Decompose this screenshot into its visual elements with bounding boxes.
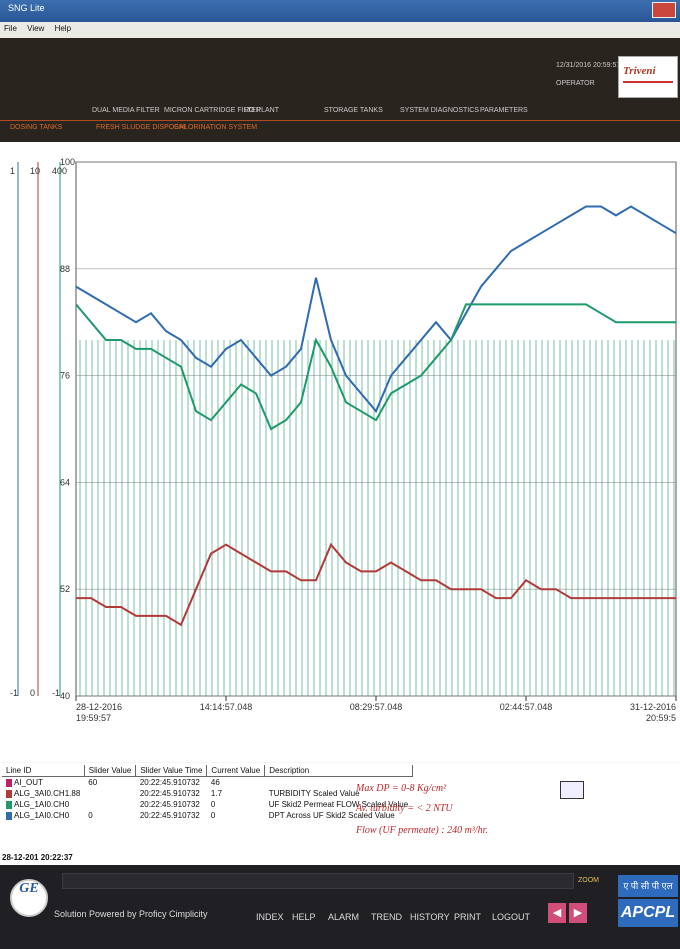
current-value: 0: [210, 811, 216, 820]
ge-logo: GE: [10, 879, 48, 917]
series-line: [75, 303, 676, 431]
table-row[interactable]: ALG_1AI0.CH0 20:22:45.910732 0 UF Skid2 …: [2, 799, 412, 810]
operator-label: OPERATOR: [556, 80, 595, 87]
y-tick-label: 88: [60, 264, 70, 274]
alarm-strip[interactable]: [62, 873, 574, 889]
tab-dual-media-filter[interactable]: DUAL MEDIA FILTER: [92, 107, 160, 114]
y-tick-label: 100: [60, 157, 75, 167]
description: UF Skid2 Permeat FLOW Scaled Value: [268, 800, 409, 809]
y-tick-label: 64: [60, 477, 70, 487]
tab-dosing-tanks[interactable]: DOSING TANKS: [10, 124, 63, 131]
apcpl-logo: APCPL: [618, 899, 678, 927]
trend-chart-panel[interactable]: 1 -1 10 0 400 -1 100 88 76 64 52 40 28-12-2016 19:59:…: [0, 142, 680, 762]
current-value: 1.7: [210, 789, 223, 798]
table-row[interactable]: ALG_1AI0.CH0 0 20:22:45.910732 0 DPT Acr…: [2, 810, 412, 821]
y-scale-top-label: 10: [30, 166, 40, 176]
slider-value: [84, 788, 136, 799]
tab-system-diagnostics[interactable]: SYSTEM DIAGNOSTICS: [400, 107, 479, 114]
x-tick-label: 08:29:57.048: [350, 702, 403, 712]
slider-time: 20:22:45.910732: [139, 778, 200, 787]
x-tick-label: 14:14:57.048: [200, 702, 253, 712]
series-line: [76, 542, 676, 627]
description: DPT Across UF Skid2 Scaled Value: [268, 811, 395, 820]
y-tick-label: 40: [60, 691, 70, 701]
window-title: SNG Lite: [8, 3, 45, 13]
slider-value: [84, 799, 136, 810]
nav-index-button[interactable]: INDEX: [256, 912, 284, 922]
table-row[interactable]: AI_OUT 60 20:22:45.910732 46: [2, 777, 412, 789]
x-tick-label: 02:44:57.048: [500, 702, 553, 712]
slider-time: 20:22:45.910732: [139, 811, 200, 820]
app-header: 12/31/2016 20:59:57 OPERATOR Triveni DUA…: [0, 38, 680, 142]
close-window-button[interactable]: [652, 2, 676, 18]
menu-view[interactable]: View: [27, 24, 45, 33]
col-line-id: Line ID: [2, 765, 85, 777]
nav-history-button[interactable]: HISTORY: [410, 912, 450, 922]
nav-print-button[interactable]: PRINT: [454, 912, 481, 922]
y-scale-bottom-label: -1: [52, 688, 60, 698]
trend-chart[interactable]: 1-1100400-1100887664524028-12-201619:59:…: [0, 142, 680, 762]
tab-chlorination-system[interactable]: CHLORINATION SYSTEM: [174, 124, 258, 131]
nav-trend-button[interactable]: TREND: [371, 912, 402, 922]
logo-text: Triveni: [623, 65, 656, 77]
col-description: Description: [264, 765, 413, 777]
solution-label: Solution Powered by Proficy Cimplicity: [54, 909, 208, 919]
prev-page-icon[interactable]: ◀: [548, 903, 566, 923]
slider-time: 20:22:45.910732: [139, 800, 200, 809]
line-id: ALG_3AI0.CH1.88: [14, 789, 81, 798]
line-id: AI_OUT: [14, 778, 43, 787]
slider-value: 60: [88, 778, 98, 787]
tab-micron-cartridge-filter[interactable]: MICRON CARTRIDGE FILTER: [164, 107, 261, 114]
company-logo: Triveni: [618, 56, 678, 98]
col-slider-time: Slider Value Time: [135, 765, 208, 777]
nav-help-button[interactable]: HELP: [292, 912, 316, 922]
y-scale-bottom-label: -1: [10, 688, 18, 698]
col-current-value: Current Value: [206, 765, 266, 777]
x-tick-label: 20:59:5: [646, 713, 676, 723]
menu-help[interactable]: Help: [54, 24, 72, 33]
x-tick-label: 28-12-2016: [76, 702, 122, 712]
y-scale-bottom-label: 0: [30, 688, 35, 698]
tab-fresh-sludge-disposal[interactable]: FRESH SLUDGE DISPOSAL: [96, 124, 188, 131]
legend-timestamp: 28-12-201 20:22:37: [2, 853, 73, 862]
x-tick-label: 19:59:57: [76, 713, 111, 723]
tab-ro-plant[interactable]: RO PLANT: [244, 107, 280, 114]
tab-parameters[interactable]: PARAMETERS: [480, 107, 528, 114]
legend-panel: Line ID Slider Value Slider Value Time C…: [0, 763, 680, 865]
handwritten-note-dp: Max DP = 0-8 Kg/cm²: [356, 783, 447, 794]
app-footer: ZOOM GE Solution Powered by Proficy Cimp…: [0, 865, 680, 949]
y-tick-label: 52: [60, 584, 70, 594]
series-line: [75, 205, 677, 414]
nav-alarm-button[interactable]: ALARM: [328, 912, 360, 922]
legend-table: Line ID Slider Value Slider Value Time C…: [2, 765, 413, 821]
zoom-button[interactable]: ZOOM: [578, 877, 599, 884]
col-slider-value: Slider Value: [84, 765, 137, 777]
line-id: ALG_1AI0.CH0: [14, 811, 70, 820]
chart-thumbnail-icon[interactable]: [560, 781, 584, 799]
description: TURBIDITY Scaled Value: [268, 789, 360, 798]
page-arrows: ◀ ▶: [548, 903, 590, 923]
handwritten-note-turbidity: Av. turbidity = < 2 NTU: [356, 803, 453, 814]
slider-value: 0: [88, 811, 93, 820]
line-id: ALG_1AI0.CH0: [14, 800, 70, 809]
current-value: 46: [210, 778, 220, 787]
handwritten-note-flow: Flow (UF permeate) : 240 m³/hr.: [356, 825, 488, 836]
datetime-display: 12/31/2016 20:59:57: [556, 62, 621, 69]
window-titlebar: SNG Lite: [0, 0, 680, 22]
apcpl-hindi-label: ए पी सी पी एल: [618, 875, 678, 897]
current-value: 0: [210, 800, 216, 809]
slider-time: 20:22:45.910732: [139, 789, 200, 798]
table-row[interactable]: ALG_3AI0.CH1.88 20:22:45.910732 1.7 TURB…: [2, 788, 412, 799]
next-page-icon[interactable]: ▶: [569, 903, 587, 923]
menu-bar: File View Help: [0, 22, 680, 38]
y-scale-top-label: 1: [10, 166, 15, 176]
y-scale-top-label: 400: [52, 166, 67, 176]
tab-storage-tanks[interactable]: STORAGE TANKS: [324, 107, 383, 114]
menu-file[interactable]: File: [4, 24, 17, 33]
y-tick-label: 76: [60, 371, 70, 381]
nav-logout-button[interactable]: LOGOUT: [492, 912, 531, 922]
x-tick-label: 31-12-2016: [630, 702, 676, 712]
